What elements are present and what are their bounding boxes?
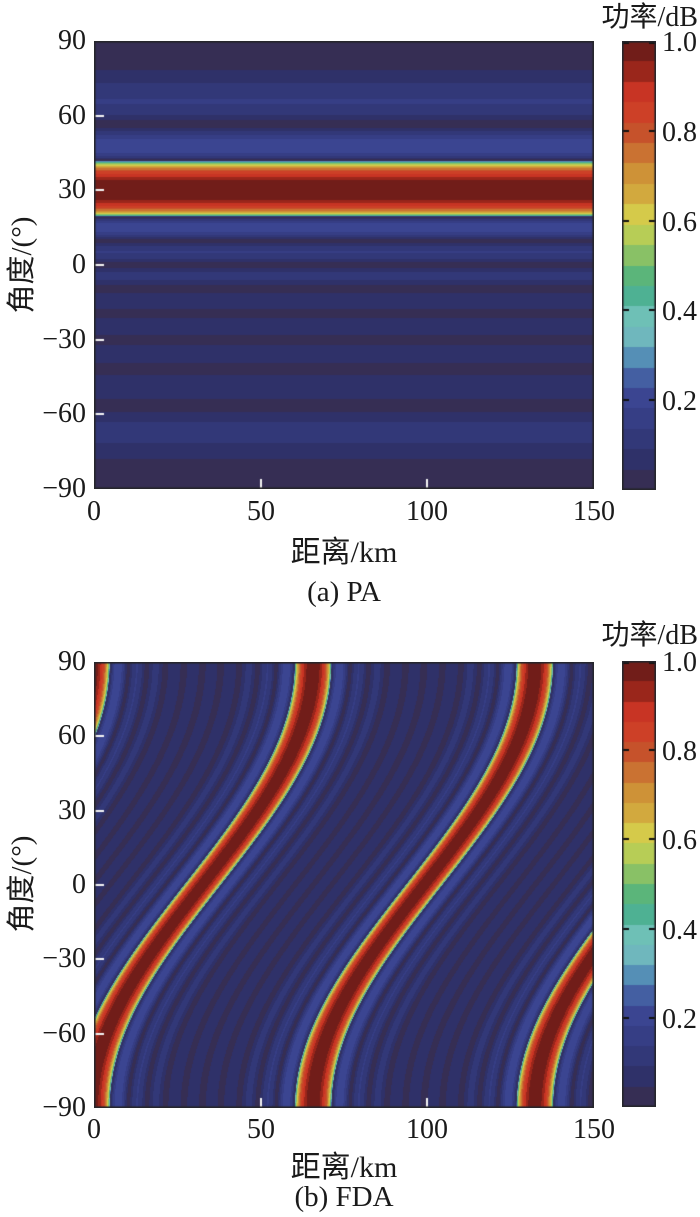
y-tick-label: −30 — [42, 943, 86, 974]
colorbar-tick-label: 0.8 — [662, 736, 697, 767]
y-tick-label: 30 — [58, 174, 86, 205]
colorbar-tick-label: 0.2 — [662, 1004, 697, 1035]
caption-b: (b) FDA — [294, 1181, 394, 1213]
x-axis-label-b: 距离/km — [290, 1151, 398, 1184]
colorbar-title-b: 功率/dB — [601, 620, 698, 651]
y-tick-label: 0 — [72, 249, 86, 280]
y-tick-label: 30 — [58, 795, 86, 826]
colorbar-tick-label: 1.0 — [662, 27, 697, 58]
x-tick-label: 0 — [87, 1114, 101, 1145]
colorbar-tick-label: 0.6 — [662, 825, 697, 856]
y-tick-label: −60 — [42, 1018, 86, 1049]
y-tick-label: −90 — [42, 473, 86, 504]
x-tick-label: 50 — [247, 496, 275, 527]
colorbar-tick-label: 0.6 — [662, 207, 697, 238]
x-tick-label: 0 — [87, 496, 101, 527]
x-axis-label-a: 距离/km — [290, 536, 398, 569]
x-tick-label: 100 — [406, 1114, 448, 1145]
y-tick-label: 90 — [58, 646, 86, 677]
colorbar-tick-label: 0.8 — [662, 117, 697, 148]
colorbar-pa — [622, 41, 656, 490]
y-tick-label: 60 — [58, 100, 86, 131]
colorbar-tick-label: 0.2 — [662, 386, 697, 417]
colorbar-tick-label: 0.4 — [662, 915, 697, 946]
colorbar-title-a: 功率/dB — [601, 2, 698, 33]
x-tick-label: 50 — [247, 1114, 275, 1145]
heatmap-fda — [94, 662, 594, 1108]
x-tick-label: 150 — [573, 496, 615, 527]
colorbar-tick-label: 1.0 — [662, 647, 697, 678]
caption-a: (a) PA — [307, 576, 381, 608]
y-tick-label: 90 — [58, 25, 86, 56]
y-tick-label: −90 — [42, 1092, 86, 1123]
x-tick-label: 150 — [573, 1114, 615, 1145]
y-tick-label: 60 — [58, 720, 86, 751]
colorbar-tick-label: 0.4 — [662, 296, 697, 327]
y-tick-label: 0 — [72, 869, 86, 900]
x-tick-label: 100 — [406, 496, 448, 527]
y-tick-label: −30 — [42, 324, 86, 355]
colorbar-fda — [622, 661, 656, 1107]
y-tick-label: −60 — [42, 398, 86, 429]
heatmap-pa — [94, 41, 594, 489]
